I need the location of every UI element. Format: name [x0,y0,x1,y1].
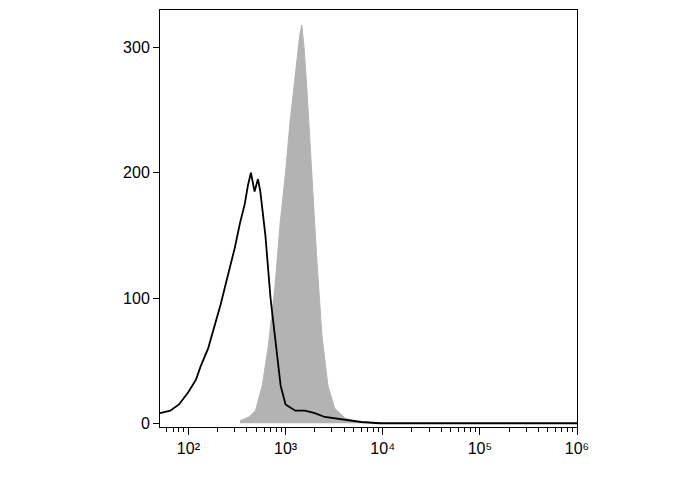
svg-text:10²: 10² [177,440,201,457]
svg-text:300: 300 [123,39,150,56]
svg-text:10³: 10³ [274,440,298,457]
svg-text:0: 0 [141,415,150,432]
svg-text:100: 100 [123,290,150,307]
svg-text:10⁵: 10⁵ [468,440,492,457]
svg-text:200: 200 [123,164,150,181]
svg-text:10⁴: 10⁴ [370,440,395,457]
svg-text:10⁶: 10⁶ [565,440,589,457]
